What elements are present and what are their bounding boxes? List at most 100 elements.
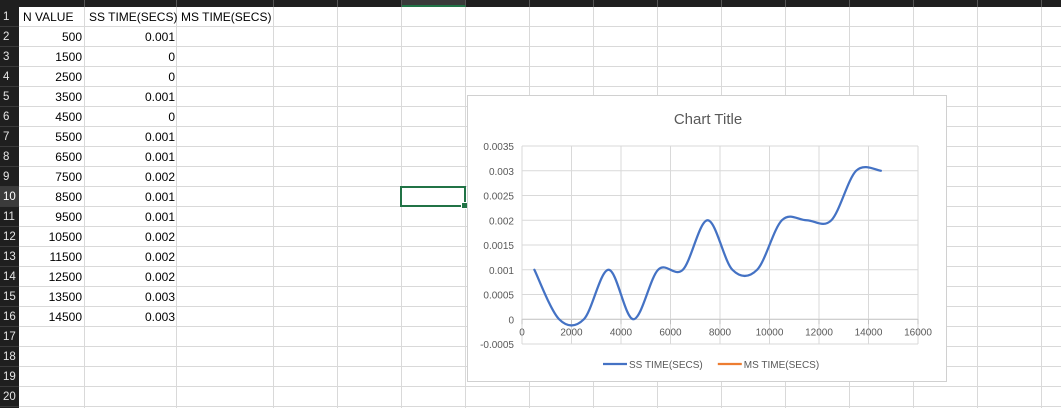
- cell-b4[interactable]: 0: [168, 70, 175, 84]
- series-line: [533, 166, 882, 327]
- y-tick-label: -0.0005: [480, 340, 514, 351]
- row-header-17[interactable]: 17: [0, 327, 19, 347]
- chart-container[interactable]: Chart Title -0.0005 0 0.0005 0.001 0.0015 0.0…: [467, 95, 947, 382]
- chart-title[interactable]: Chart Title: [674, 111, 742, 128]
- row-header-14[interactable]: 14: [0, 267, 19, 287]
- x-tick-label: 2000: [560, 327, 583, 338]
- x-tick-label: 4000: [610, 327, 633, 338]
- cell-b16[interactable]: 0.003: [144, 310, 175, 324]
- cell-a8[interactable]: 6500: [55, 150, 82, 164]
- column-header-f[interactable]: [402, 0, 466, 7]
- row-header-4[interactable]: 4: [0, 67, 19, 87]
- x-tick-label: 16000: [904, 327, 932, 338]
- gridline: [19, 26, 1061, 27]
- gridline: [19, 46, 1061, 47]
- column-header-h[interactable]: [530, 0, 594, 7]
- column-header-g[interactable]: [466, 0, 530, 7]
- row-header-7[interactable]: 7: [0, 127, 19, 147]
- cell-a7[interactable]: 5500: [55, 130, 82, 144]
- cell-a1[interactable]: N VALUE: [23, 10, 74, 24]
- y-tick-label: 0.0035: [483, 142, 514, 153]
- x-tick-label: 0: [519, 327, 525, 338]
- gridline: [19, 406, 1061, 407]
- cell-a13[interactable]: 11500: [49, 250, 82, 264]
- row-header-5[interactable]: 5: [0, 87, 19, 107]
- row-header-9[interactable]: 9: [0, 167, 19, 187]
- cell-b9[interactable]: 0.002: [144, 170, 175, 184]
- gridline: [1041, 7, 1042, 408]
- gridline: [977, 7, 978, 408]
- column-header-bar: [0, 0, 1061, 7]
- row-header-11[interactable]: 11: [0, 207, 19, 227]
- gridline: [19, 66, 1061, 67]
- cell-b11[interactable]: 0.001: [144, 210, 175, 224]
- scatter-chart: Chart Title -0.0005 0 0.0005 0.001 0.0015 0.0…: [480, 111, 932, 371]
- cell-b10[interactable]: 0.001: [144, 190, 175, 204]
- gridline: [401, 7, 402, 408]
- row-header-19[interactable]: 19: [0, 367, 19, 387]
- y-tick-label: 0.0025: [483, 192, 514, 203]
- row-header-15[interactable]: 15: [0, 287, 19, 307]
- cell-a11[interactable]: 9500: [55, 210, 82, 224]
- row-header-12[interactable]: 12: [0, 227, 19, 247]
- y-tick-label: 0.0015: [483, 241, 514, 252]
- column-header-a[interactable]: [19, 0, 85, 7]
- row-header-18[interactable]: 18: [0, 347, 19, 367]
- gridline: [19, 386, 1061, 387]
- row-header-2[interactable]: 2: [0, 27, 19, 47]
- gridline: [176, 7, 177, 408]
- cell-a3[interactable]: 1500: [55, 50, 82, 64]
- row-header-bar: 1 2 3 4 5 6 7 8 9 10 11 12 13 14 15 16 17 18 19 20: [0, 7, 19, 408]
- cell-a12[interactable]: 10500: [48, 230, 82, 244]
- gridline: [273, 7, 274, 408]
- cell-a4[interactable]: 2500: [55, 70, 82, 84]
- row-header-10[interactable]: 10: [0, 187, 19, 207]
- cell-b1[interactable]: SS TIME(SECS): [89, 10, 178, 24]
- cell-a6[interactable]: 4500: [55, 110, 82, 124]
- column-header-b[interactable]: [85, 0, 177, 7]
- cell-b12[interactable]: 0.002: [144, 230, 175, 244]
- cell-b6[interactable]: 0: [168, 110, 175, 124]
- cell-a2[interactable]: 500: [61, 30, 82, 44]
- gridline: [19, 86, 1061, 87]
- column-header-d[interactable]: [274, 0, 338, 7]
- row-header-13[interactable]: 13: [0, 247, 19, 267]
- cell-b2[interactable]: 0.001: [144, 30, 175, 44]
- x-tick-label: 12000: [805, 327, 833, 338]
- cell-c1[interactable]: MS TIME(SECS): [181, 10, 272, 24]
- column-header-n[interactable]: [914, 0, 978, 7]
- cell-a5[interactable]: 3500: [55, 90, 82, 104]
- cell-a16[interactable]: 14500: [48, 310, 82, 324]
- y-tick-label: 0.0005: [483, 291, 514, 302]
- cell-b13[interactable]: 0.002: [144, 250, 175, 264]
- active-cell-selection[interactable]: [400, 186, 468, 209]
- cell-b7[interactable]: 0.001: [144, 130, 175, 144]
- x-tick-label: 6000: [659, 327, 682, 338]
- column-header-k[interactable]: [722, 0, 786, 7]
- cell-a15[interactable]: 13500: [48, 290, 82, 304]
- row-header-3[interactable]: 3: [0, 47, 19, 67]
- column-header-i[interactable]: [594, 0, 658, 7]
- column-header-e[interactable]: [338, 0, 402, 7]
- cell-b15[interactable]: 0.003: [144, 290, 175, 304]
- cell-a10[interactable]: 8500: [55, 190, 82, 204]
- column-header-l[interactable]: [786, 0, 850, 7]
- y-tick-label: 0.002: [489, 216, 514, 227]
- row-header-8[interactable]: 8: [0, 147, 19, 167]
- cell-b3[interactable]: 0: [168, 50, 175, 64]
- x-tick-label: 10000: [756, 327, 784, 338]
- row-header-20[interactable]: 20: [0, 387, 19, 407]
- row-header-1[interactable]: 1: [0, 7, 19, 27]
- column-header-p[interactable]: [1042, 0, 1061, 7]
- cell-b5[interactable]: 0.001: [144, 90, 175, 104]
- cell-a14[interactable]: 12500: [48, 270, 82, 284]
- cell-a9[interactable]: 7500: [55, 170, 82, 184]
- column-header-o[interactable]: [978, 0, 1042, 7]
- cell-b14[interactable]: 0.002: [144, 270, 175, 284]
- cell-b8[interactable]: 0.001: [144, 150, 175, 164]
- row-header-6[interactable]: 6: [0, 107, 19, 127]
- column-header-c[interactable]: [177, 0, 274, 7]
- row-header-16[interactable]: 16: [0, 307, 19, 327]
- column-header-j[interactable]: [658, 0, 722, 7]
- column-header-m[interactable]: [850, 0, 914, 7]
